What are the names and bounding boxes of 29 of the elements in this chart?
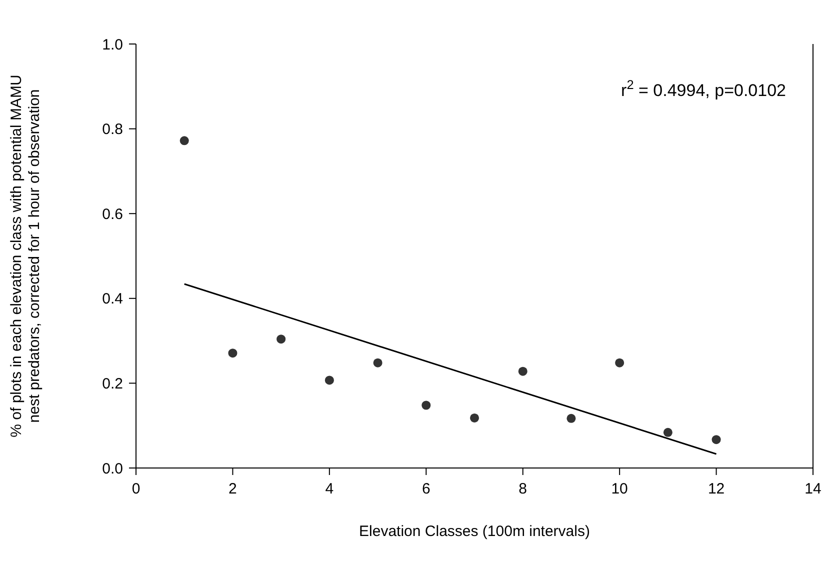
point [324,376,334,385]
point [712,435,721,444]
y-tick-label: 0.2 [102,376,123,393]
y-tick-label: 0.0 [102,460,123,478]
x-tick-label: 4 [325,480,334,498]
point [566,414,576,423]
x-tick-label: 6 [422,480,430,498]
point [373,358,382,368]
y-tick-label: 0.4 [102,290,123,308]
point [276,334,286,344]
y-tick-label: 0.8 [102,121,123,138]
x-tick-label: 8 [518,480,528,498]
point [228,348,238,358]
point [422,400,431,410]
point [518,366,528,376]
annotation: r$^{2}$ = 0.4994, p=0.0102 [621,76,786,100]
x-tick-label: 0 [132,480,140,498]
point [663,428,672,437]
x-tick-label: 14 [804,480,822,498]
x-tick-label: 12 [708,480,725,498]
y-axis-title: % of plots in each elevation class with potential MAMU nest predators, corrected for 1 hour of observation [8,74,43,438]
x-tick-label: 2 [228,480,237,498]
point [180,136,189,146]
point [470,413,480,422]
y-tick-label: 1.0 [102,36,123,54]
x-axis-title: Elevation Classes (100m intervals) [359,523,590,540]
point [615,358,624,368]
y-tick-label: 0.6 [102,206,123,223]
x-tick-label: 10 [611,480,628,498]
